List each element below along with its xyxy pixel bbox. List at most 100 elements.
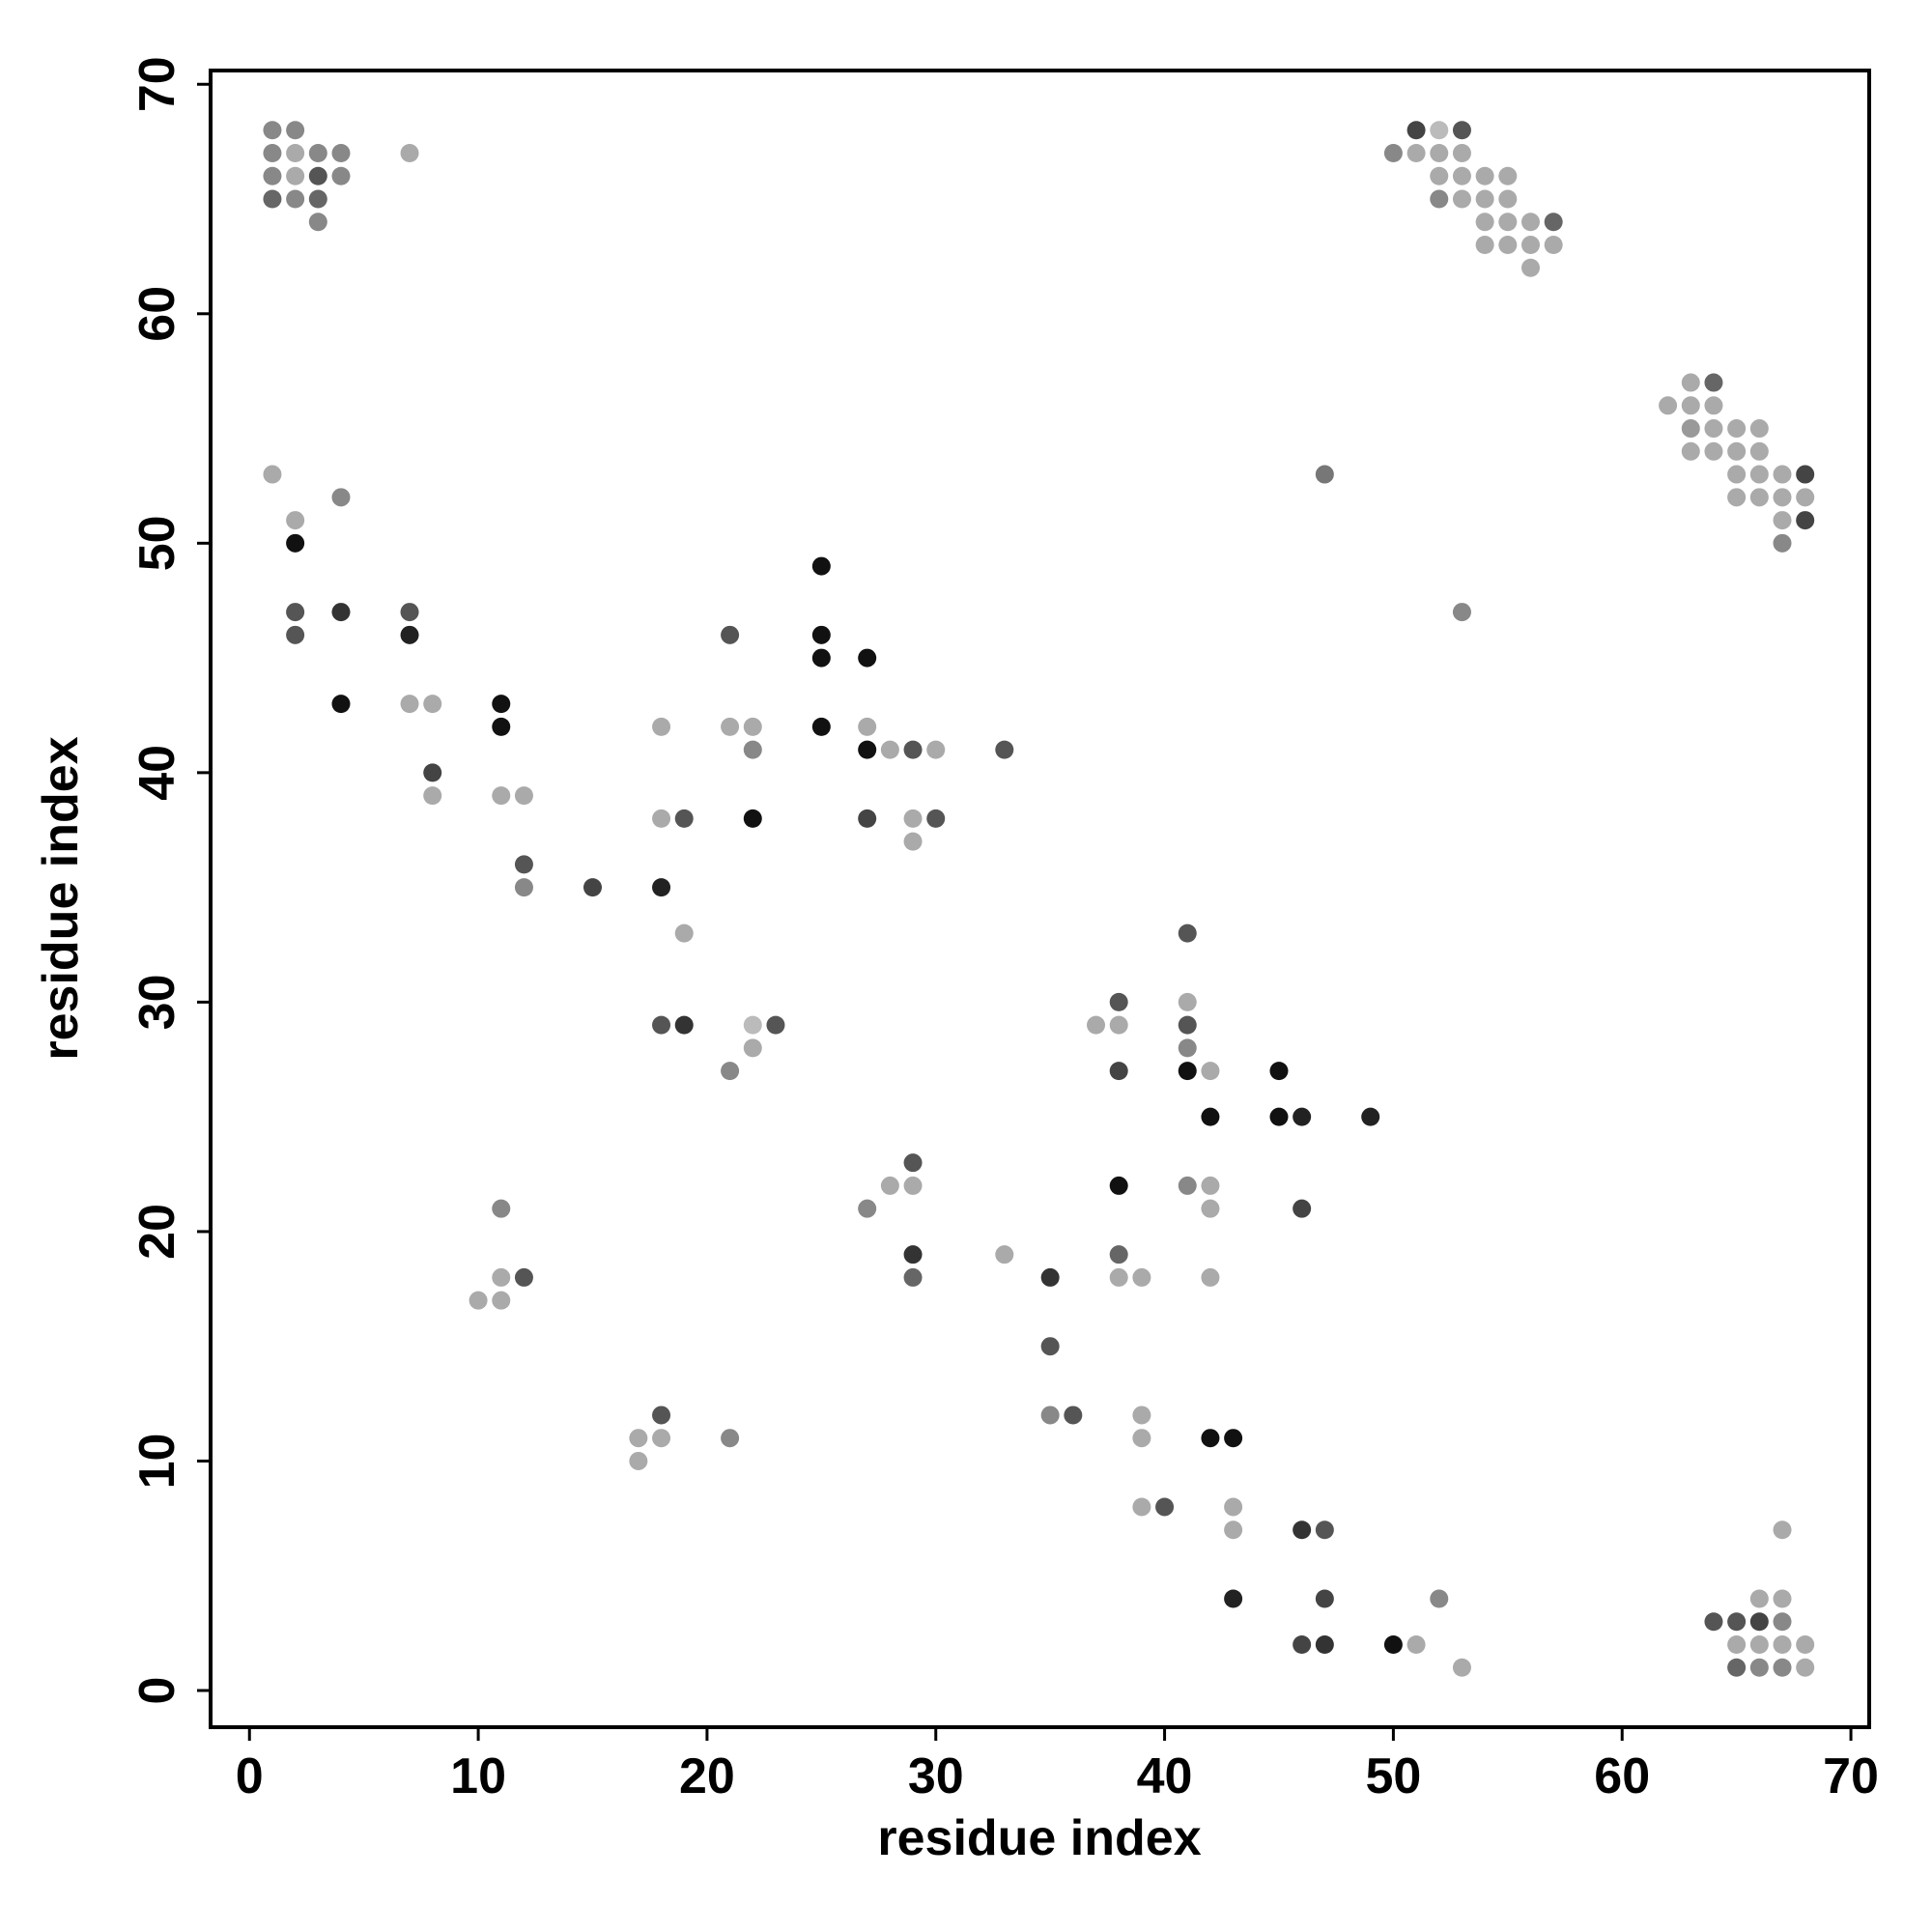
contact-point bbox=[1498, 189, 1518, 209]
contact-point bbox=[1727, 465, 1747, 484]
contact-point bbox=[1727, 419, 1747, 439]
x-tick-label: 0 bbox=[236, 1748, 264, 1804]
contact-point bbox=[492, 695, 511, 714]
contact-point bbox=[1201, 1062, 1220, 1081]
contact-point bbox=[1498, 166, 1518, 185]
contact-point bbox=[1773, 1589, 1792, 1608]
contact-point bbox=[652, 1015, 671, 1035]
contact-point bbox=[1132, 1429, 1151, 1448]
x-tick-label: 50 bbox=[1365, 1748, 1421, 1804]
contact-point bbox=[858, 809, 877, 828]
contact-point bbox=[1727, 441, 1747, 461]
contact-point bbox=[400, 625, 419, 644]
contact-point bbox=[1109, 1062, 1128, 1081]
y-tick-label: 30 bbox=[129, 974, 185, 1030]
contact-point bbox=[1040, 1337, 1060, 1356]
contact-point bbox=[1520, 258, 1540, 277]
contact-point bbox=[743, 740, 762, 759]
contact-point bbox=[1659, 396, 1678, 415]
contact-point bbox=[1727, 488, 1747, 507]
contact-point bbox=[286, 625, 305, 644]
contact-point bbox=[903, 740, 923, 759]
contact-point bbox=[1749, 465, 1769, 484]
contact-point bbox=[995, 1245, 1014, 1264]
contact-point bbox=[1201, 1429, 1220, 1448]
contact-point bbox=[858, 717, 877, 736]
contact-point bbox=[1704, 441, 1723, 461]
contact-point bbox=[286, 603, 305, 622]
contact-point bbox=[423, 786, 442, 806]
contact-point bbox=[1132, 1406, 1151, 1425]
contact-point bbox=[674, 1015, 694, 1035]
contact-point bbox=[1269, 1107, 1289, 1126]
contact-point bbox=[1773, 533, 1792, 553]
contact-point bbox=[903, 809, 923, 828]
contact-point bbox=[1452, 1658, 1471, 1677]
contact-point bbox=[811, 556, 831, 576]
contact-point bbox=[286, 511, 305, 530]
contact-point bbox=[721, 1062, 740, 1081]
contact-point bbox=[286, 144, 305, 163]
contact-point bbox=[286, 189, 305, 209]
contact-point bbox=[1132, 1267, 1151, 1287]
contact-point bbox=[1796, 1634, 1815, 1654]
contact-point bbox=[1293, 1520, 1312, 1540]
contact-point bbox=[903, 832, 923, 851]
contact-point bbox=[1796, 488, 1815, 507]
contact-point bbox=[469, 1291, 488, 1310]
contact-point bbox=[583, 878, 603, 897]
contact-point bbox=[1773, 1658, 1792, 1677]
contact-point bbox=[1315, 1634, 1334, 1654]
contact-point bbox=[1155, 1497, 1175, 1517]
contact-point bbox=[926, 740, 946, 759]
contact-point bbox=[1796, 511, 1815, 530]
contact-point bbox=[880, 740, 899, 759]
contact-point bbox=[1293, 1199, 1312, 1218]
x-tick-label: 10 bbox=[450, 1748, 506, 1804]
contact-point bbox=[652, 809, 671, 828]
contact-point bbox=[1201, 1107, 1220, 1126]
contact-point bbox=[1224, 1497, 1243, 1517]
contact-point bbox=[514, 786, 533, 806]
contact-point bbox=[1406, 1634, 1426, 1654]
contact-point bbox=[492, 717, 511, 736]
contact-point bbox=[903, 1267, 923, 1287]
contact-point bbox=[1178, 992, 1197, 1011]
contact-point bbox=[1704, 1612, 1723, 1632]
contact-point bbox=[743, 717, 762, 736]
x-axis-label: residue index bbox=[877, 1810, 1201, 1866]
contact-point bbox=[1773, 1634, 1792, 1654]
contact-point bbox=[1749, 1589, 1769, 1608]
x-tick-label: 30 bbox=[908, 1748, 964, 1804]
contact-point bbox=[1040, 1267, 1060, 1287]
contact-point bbox=[721, 1429, 740, 1448]
contact-point bbox=[1064, 1406, 1083, 1425]
contact-point bbox=[1178, 1176, 1197, 1195]
contact-point bbox=[743, 1038, 762, 1058]
plot-frame bbox=[209, 69, 1871, 1729]
contact-point bbox=[811, 648, 831, 668]
contact-point bbox=[1178, 1062, 1197, 1081]
contact-point bbox=[1749, 419, 1769, 439]
contact-point bbox=[263, 166, 282, 185]
contact-point bbox=[1430, 144, 1449, 163]
contact-point bbox=[1452, 166, 1471, 185]
contact-point bbox=[331, 166, 351, 185]
contact-point bbox=[1749, 1658, 1769, 1677]
contact-point bbox=[1773, 1520, 1792, 1540]
contact-point bbox=[308, 166, 327, 185]
contact-point bbox=[1178, 1015, 1197, 1035]
contact-point bbox=[331, 695, 351, 714]
contact-point bbox=[1681, 373, 1700, 392]
contact-point bbox=[721, 625, 740, 644]
contact-point bbox=[1178, 1038, 1197, 1058]
contact-point bbox=[629, 1429, 648, 1448]
contact-point bbox=[492, 786, 511, 806]
contact-point bbox=[1224, 1429, 1243, 1448]
contact-point bbox=[721, 717, 740, 736]
contact-point bbox=[308, 144, 327, 163]
contact-point bbox=[1293, 1107, 1312, 1126]
contact-point bbox=[1315, 465, 1334, 484]
contact-point bbox=[1087, 1015, 1106, 1035]
contact-point bbox=[286, 121, 305, 140]
